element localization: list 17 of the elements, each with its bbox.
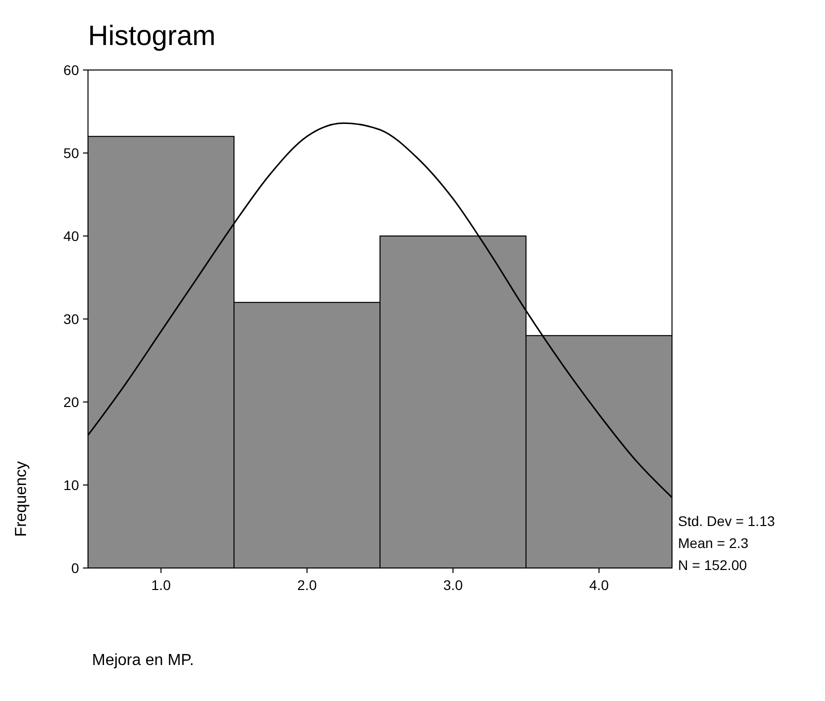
y-tick-label: 20 xyxy=(63,394,80,410)
x-tick-label: 1.0 xyxy=(151,577,171,593)
y-tick-label: 0 xyxy=(71,560,80,576)
y-tick-label: 10 xyxy=(63,476,80,493)
text: Std. Dev = 1.13 xyxy=(678,513,776,529)
text: Mean = 2.3 xyxy=(678,535,749,551)
x-tick-label: 4.0 xyxy=(589,577,609,593)
x-axis-title: Mejora en MP. xyxy=(92,652,194,669)
y-axis-title: Frequency xyxy=(13,461,30,537)
y-tick-label: 40 xyxy=(63,228,80,244)
x-tick-label: 2.0 xyxy=(297,577,317,593)
text: N = 152.00 xyxy=(678,557,748,573)
chart-title: Histogram xyxy=(88,20,216,51)
x-tick-label: 3.0 xyxy=(443,577,463,593)
y-tick-label: 30 xyxy=(63,310,80,327)
y-tick-label: 60 xyxy=(63,62,80,78)
y-tick-label: 50 xyxy=(63,144,80,161)
